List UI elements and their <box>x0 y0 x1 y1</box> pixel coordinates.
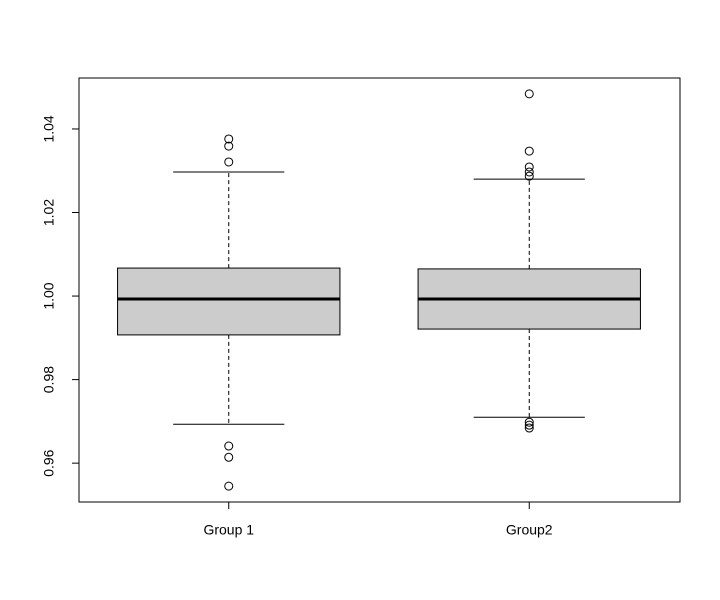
x-tick-label: Group2 <box>506 522 553 538</box>
outlier <box>524 89 534 99</box>
outlier <box>224 157 234 167</box>
outlier <box>224 441 234 451</box>
y-tick-label: 1.02 <box>41 199 57 226</box>
y-tick-label: 1.00 <box>41 282 57 309</box>
x-tick-label: Group 1 <box>203 522 254 538</box>
outlier <box>524 171 534 181</box>
outlier <box>524 167 534 177</box>
outlier <box>524 423 534 433</box>
box <box>117 267 341 336</box>
outlier <box>224 481 234 491</box>
outlier <box>524 420 534 430</box>
y-tick-label: 0.96 <box>41 449 57 476</box>
y-tick-label: 1.04 <box>41 115 57 142</box>
outlier <box>224 141 234 151</box>
outlier <box>224 452 234 462</box>
y-tick-label: 0.98 <box>41 366 57 393</box>
outlier <box>524 146 534 156</box>
outlier <box>524 162 534 172</box>
outlier <box>224 134 234 144</box>
outlier <box>524 417 534 427</box>
